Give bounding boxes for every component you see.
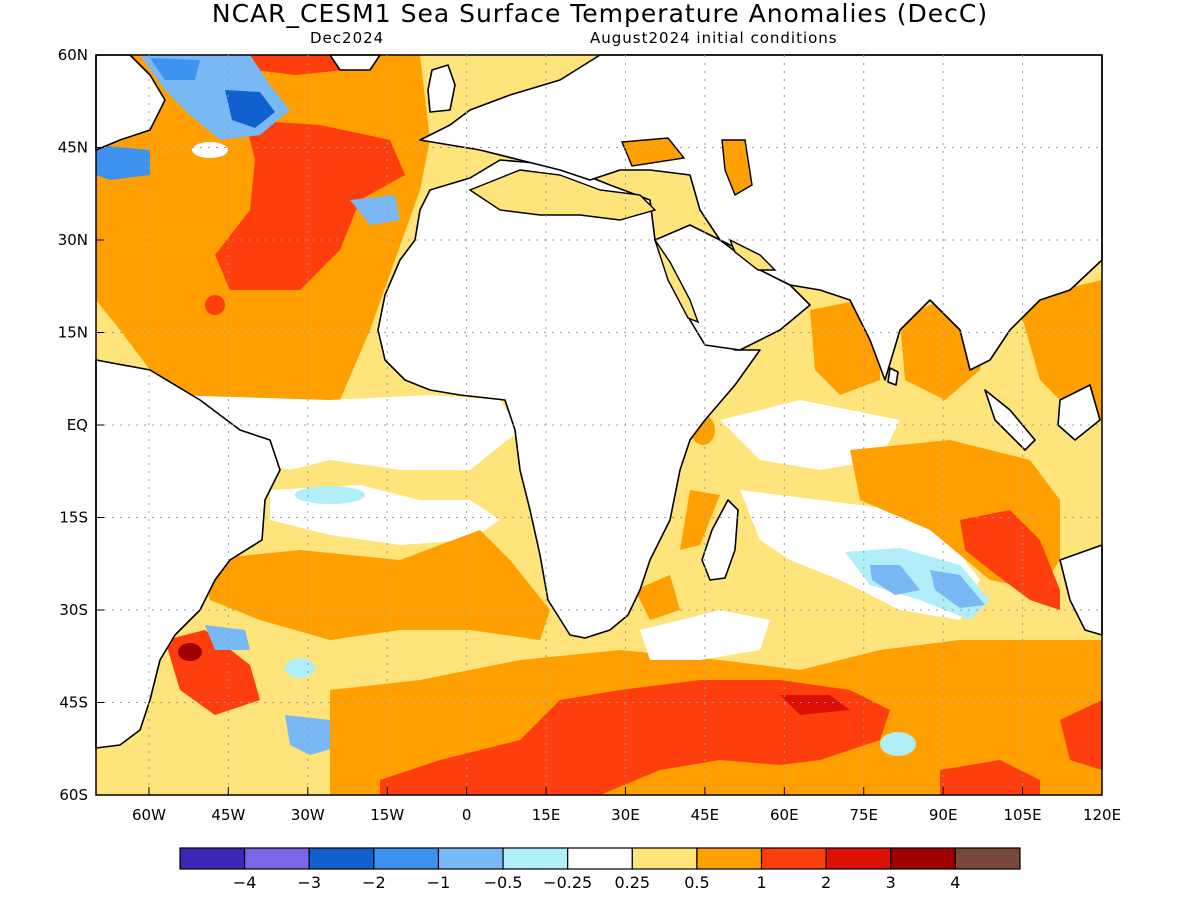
- anomaly-spot-cool-2: [295, 486, 365, 504]
- lon-tick-label: 45W: [211, 806, 245, 824]
- black-sea: [620, 137, 686, 167]
- lat-tick-label: 15N: [58, 324, 88, 342]
- lon-tick-label: 30E: [611, 806, 640, 824]
- valid-month-label: Dec2024: [310, 29, 385, 47]
- anomaly-region-east-indian-strong: [960, 510, 1060, 610]
- inland-seas: [468, 137, 777, 324]
- lat-tick-label: 45N: [58, 139, 88, 157]
- sri-lanka-land: [887, 367, 899, 386]
- colorbar-swatch: [179, 847, 246, 870]
- lon-tick-label: 105E: [1004, 806, 1042, 824]
- anomaly-region-labrador-cold-2: [150, 58, 200, 80]
- land: [95, 54, 1103, 749]
- anomaly-spot-very-warm: [178, 643, 202, 661]
- madagascar-land: [701, 499, 739, 581]
- initial-conditions-label: August2024 initial conditions: [590, 29, 838, 47]
- lon-tick-label: 120E: [1083, 806, 1121, 824]
- lon-tick-label: 15W: [370, 806, 404, 824]
- colorbar-label: 3: [886, 873, 896, 892]
- anomaly-region-newfoundland-cold: [96, 145, 150, 180]
- colorbar-labels: −4 −3 −2 −1 −0.5 −0.25 0.25 0.5 1 2 3 4: [233, 873, 961, 892]
- mediterranean-sea: [468, 169, 657, 221]
- australia-land: [1059, 544, 1103, 636]
- colorbar-label: −3: [297, 873, 321, 892]
- anomaly-region-south-neutral: [640, 610, 770, 660]
- lon-tick-label: 60W: [132, 806, 166, 824]
- lon-tick-label: 30W: [291, 806, 325, 824]
- colorbar-swatch: [308, 847, 375, 870]
- anomaly-spot-cool-3: [285, 658, 315, 678]
- anomaly-spot-cool-4: [880, 732, 916, 756]
- anomaly-region-south-indian-cold-core: [870, 565, 985, 608]
- anomaly-region-southern-ocean-strong-3: [1060, 700, 1102, 770]
- lat-tick-label: 15S: [59, 509, 88, 527]
- colorbar-label: −0.5: [484, 873, 523, 892]
- lon-tick-label: 0: [462, 806, 472, 824]
- colorbar-swatch: [244, 847, 310, 870]
- colorbar-label: 1: [756, 873, 766, 892]
- lon-tick-label: 75E: [849, 806, 878, 824]
- colorbar-swatch: [437, 847, 504, 870]
- colorbar-swatch: [954, 847, 1021, 870]
- anomaly-region-mozambique-warm: [680, 490, 720, 550]
- anomaly-region-southern-ocean-strong-2: [940, 760, 1040, 795]
- anomaly-spot-cool-1: [192, 142, 228, 158]
- anomaly-region-south-atlantic-warm: [200, 530, 550, 640]
- lon-tick-label: 15E: [532, 806, 561, 824]
- colorbar-swatch: [567, 847, 633, 870]
- colorbar-label: −4: [233, 873, 257, 892]
- persian-gulf: [728, 238, 777, 271]
- lat-tick-label: 60N: [58, 46, 88, 64]
- anomaly-region-southern-ocean-core: [780, 695, 850, 715]
- anomaly-region-agulhas-warm: [635, 575, 680, 620]
- colorbar-label: −1: [427, 873, 451, 892]
- lon-tick-label: 90E: [929, 806, 958, 824]
- red-sea: [654, 239, 700, 324]
- lon-tick-label: 60E: [770, 806, 799, 824]
- colorbar-label: 4: [950, 873, 960, 892]
- lat-tick-label: 30S: [59, 601, 88, 619]
- colorbar-swatch: [825, 847, 892, 870]
- lat-tick-label: 45S: [59, 694, 88, 712]
- colorbar-swatch: [373, 847, 440, 870]
- anomaly-region-falklands-cold: [205, 625, 250, 650]
- lon-tick-label: 45E: [691, 806, 720, 824]
- anomaly-region-labrador-cold-core: [225, 90, 275, 128]
- colorbar-swatch: [890, 847, 956, 870]
- colorbar-label: −0.25: [543, 873, 592, 892]
- borneo-land: [1057, 384, 1101, 441]
- anomaly-region-iberia-cold: [350, 195, 400, 225]
- caspian-sea: [721, 139, 753, 197]
- colorbar: [179, 847, 1021, 870]
- latitude-tick-labels: 60N 45N 30N 15N EQ 15S 30S 45S 60S: [58, 46, 104, 804]
- lat-tick-label: 30N: [58, 231, 88, 249]
- colorbar-label: −2: [362, 873, 386, 892]
- colorbar-label: 2: [821, 873, 831, 892]
- uk-land: [427, 64, 456, 113]
- colorbar-swatch: [631, 847, 698, 870]
- colorbar-label: 0.25: [614, 873, 650, 892]
- sumatra-land: [984, 389, 1036, 451]
- colorbar-swatch: [502, 847, 569, 870]
- map-title: NCAR_CESM1 Sea Surface Temperature Anoma…: [211, 0, 989, 28]
- longitude-tick-labels: 60W 45W 30W 15W 0 15E 30E 45E 60E 75E 90E 105E 120E: [132, 787, 1121, 824]
- colorbar-swatch: [696, 847, 763, 870]
- north-america-land: [95, 54, 166, 151]
- anomaly-spot-warm-1: [205, 295, 225, 315]
- lat-tick-label: 60S: [59, 786, 88, 804]
- anomaly-region-indonesia-warm: [1020, 280, 1102, 420]
- anomaly-region-north-atlantic-strong: [215, 120, 405, 290]
- colorbar-swatch: [760, 847, 827, 870]
- colorbar-label: 0.5: [684, 873, 709, 892]
- anomaly-region-north-atlantic-strong-2: [250, 55, 345, 75]
- map-gridlines: [96, 55, 1102, 795]
- anomaly-region-southern-ocean-strong: [380, 680, 890, 795]
- lat-tick-label: EQ: [67, 416, 88, 434]
